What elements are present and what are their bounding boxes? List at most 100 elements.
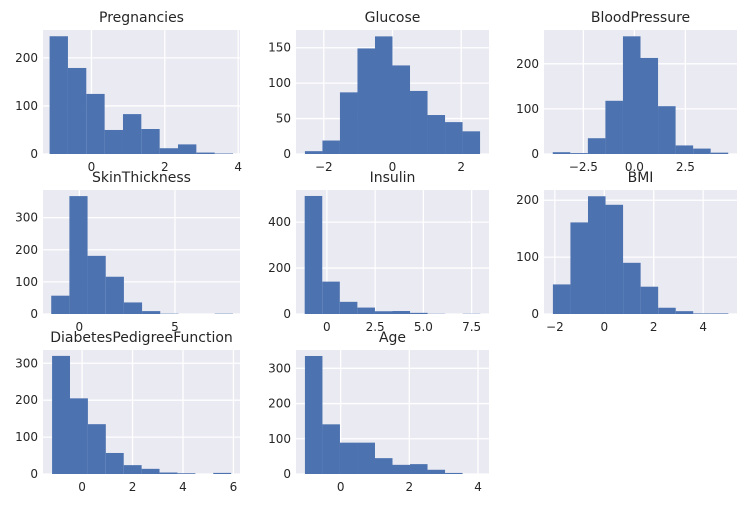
pregnancies-y-tick-label: 200 [15, 51, 38, 65]
skin-thickness-bar [87, 255, 106, 314]
insulin-x-tick-label: 7.5 [462, 320, 481, 334]
age-x-tick-label: 0 [337, 480, 345, 494]
blood-pressure-y-tick-label: 200 [516, 57, 539, 71]
pregnancies-subplot: 0 2 4 0 100 200 Pregnancies [15, 10, 242, 174]
diabetes-pedigree-function-bar [213, 472, 232, 474]
age-title: Age [379, 330, 406, 346]
age-y-tick-label: 300 [268, 361, 291, 375]
insulin-y-tick-label: 200 [268, 261, 291, 275]
blood-pressure-x-tick-label: 2.5 [676, 160, 695, 174]
bmi-x-tick-label: 4 [699, 320, 707, 334]
insulin-bar [410, 312, 428, 314]
diabetes-pedigree-function-bar [87, 424, 106, 474]
age-bar [445, 472, 463, 474]
diabetes-pedigree-function-x-tick-label: 4 [179, 480, 187, 494]
glucose-title: Glucose [365, 10, 421, 26]
skin-thickness-y-tick-label: 300 [15, 211, 38, 225]
blood-pressure-bar [605, 100, 623, 154]
pregnancies-bar [178, 144, 197, 154]
blood-pressure-bar [622, 36, 641, 154]
glucose-x-tick-label: 0 [389, 160, 397, 174]
bmi-bar [552, 284, 571, 314]
pregnancies-bar [104, 129, 123, 154]
age-bar [357, 442, 375, 474]
glucose-bar [304, 151, 323, 154]
bmi-title: BMI [628, 170, 654, 186]
diabetes-pedigree-function-y-tick-label: 0 [30, 467, 38, 481]
bmi-x-tick-label: −2 [546, 320, 564, 334]
glucose-bar [374, 36, 393, 154]
age-x-tick-label: 2 [406, 480, 414, 494]
pregnancies-bar [196, 152, 215, 154]
age-bar [339, 442, 358, 474]
glucose-x-tick-label: 2 [457, 160, 465, 174]
insulin-bar [357, 307, 375, 314]
pregnancies-bar [67, 67, 87, 154]
diabetes-pedigree-function-x-tick-label: 6 [230, 480, 238, 494]
glucose-bar [392, 65, 411, 154]
pregnancies-y-tick-label: 100 [15, 99, 38, 113]
diabetes-pedigree-function-bar [105, 452, 124, 474]
bmi-bar [658, 307, 676, 314]
skin-thickness-y-tick-label: 100 [15, 275, 38, 289]
age-y-tick-label: 0 [283, 467, 291, 481]
bmi-y-tick-label: 200 [516, 193, 539, 207]
bmi-x-tick-label: 2 [650, 320, 658, 334]
insulin-y-tick-label: 400 [268, 215, 291, 229]
blood-pressure-bar [570, 153, 588, 154]
blood-pressure-bar [693, 148, 711, 154]
diabetes-pedigree-function-x-tick-label: 2 [129, 480, 137, 494]
glucose-y-tick-label: 100 [268, 76, 291, 90]
blood-pressure-bar [587, 138, 606, 154]
diabetes-pedigree-function-bar [69, 398, 88, 474]
diabetes-pedigree-function-bar [141, 468, 160, 474]
age-bar [410, 464, 428, 474]
insulin-subplot: 0 2.5 5.0 7.5 0 200 400 Insulin [268, 170, 489, 334]
glucose-y-tick-label: 50 [276, 112, 291, 126]
pregnancies-x-tick-label: 0 [88, 160, 96, 174]
blood-pressure-bar [658, 106, 676, 154]
insulin-title: Insulin [370, 170, 416, 186]
pregnancies-x-tick-label: 2 [161, 160, 169, 174]
insulin-bar [304, 195, 323, 314]
age-y-tick-label: 100 [268, 432, 291, 446]
diabetes-pedigree-function-y-tick-label: 100 [15, 430, 38, 444]
insulin-bar [322, 281, 340, 314]
insulin-y-tick-label: 0 [283, 307, 291, 321]
pregnancies-y-tick-label: 0 [30, 147, 38, 161]
blood-pressure-bar [552, 152, 571, 154]
glucose-y-tick-label: 150 [268, 41, 291, 55]
glucose-bar [445, 122, 463, 154]
insulin-x-tick-label: 0 [323, 320, 331, 334]
diabetes-pedigree-function-y-tick-label: 200 [15, 393, 38, 407]
age-subplot: 0 2 4 0 100 200 300 Age [268, 330, 489, 494]
pregnancies-bar [141, 129, 160, 154]
glucose-bar [462, 131, 481, 154]
pregnancies-title: Pregnancies [99, 10, 184, 26]
blood-pressure-y-tick-label: 0 [531, 147, 539, 161]
age-x-tick-label: 4 [474, 480, 482, 494]
bmi-bar [623, 262, 641, 314]
diabetes-pedigree-function-bar [177, 473, 196, 474]
age-y-tick-label: 200 [268, 397, 291, 411]
glucose-bar [322, 140, 340, 154]
skin-thickness-y-tick-label: 0 [30, 307, 38, 321]
age-bar [374, 458, 393, 474]
diabetes-pedigree-function-bar [52, 355, 70, 474]
bmi-bar [570, 222, 588, 314]
insulin-bar [374, 311, 393, 314]
glucose-y-tick-label: 0 [283, 147, 291, 161]
diabetes-pedigree-function-y-tick-label: 300 [15, 356, 38, 370]
glucose-x-tick-label: −2 [315, 160, 333, 174]
insulin-bar [392, 311, 411, 314]
glucose-bar [410, 90, 428, 154]
age-bar [427, 469, 446, 474]
blood-pressure-subplot: −2.5 0.0 2.5 0 100 200 BloodPressure [516, 10, 737, 174]
age-bar [304, 355, 323, 474]
bmi-y-tick-label: 0 [531, 307, 539, 321]
pregnancies-bar [159, 148, 179, 154]
blood-pressure-y-tick-label: 100 [516, 102, 539, 116]
glucose-bar [339, 92, 358, 154]
